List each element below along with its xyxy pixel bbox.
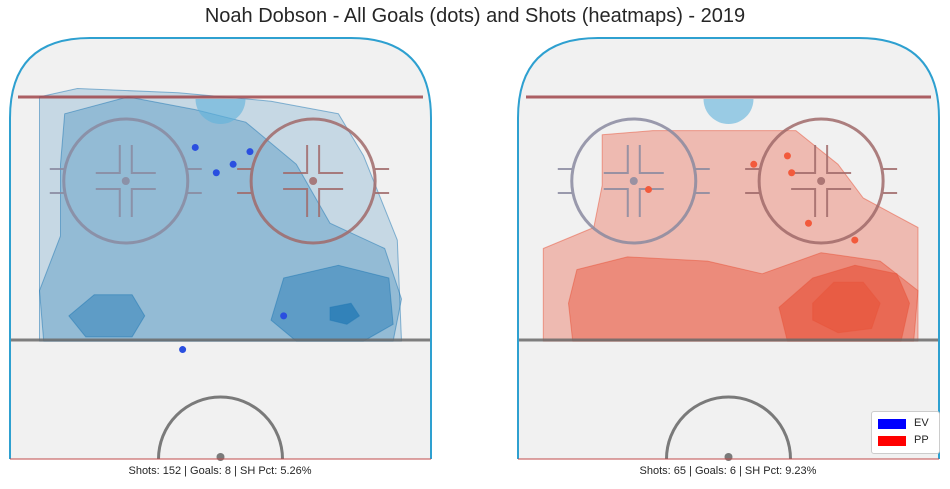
faceoff-hash: [638, 145, 664, 174]
faceoff-hash: [130, 188, 156, 217]
goal-crease: [703, 99, 754, 124]
faceoff-hash: [318, 188, 344, 217]
goal-dot: [246, 148, 254, 156]
faceoff-hash: [638, 188, 664, 217]
shot-contour-level-4: [329, 302, 360, 325]
pp-caption: Shots: 65 | Goals: 6 | SH Pct: 9.23%: [639, 465, 817, 477]
goal-dot: [804, 219, 812, 227]
faceoff-dot: [629, 177, 638, 185]
faceoff-circle: [570, 117, 698, 245]
faceoff-hash: [95, 188, 121, 217]
faceoff-hash: [95, 145, 121, 174]
goal-dot: [179, 346, 187, 354]
faceoff-hash: [283, 145, 309, 174]
goal-dot: [788, 169, 796, 177]
legend-swatch-ev: [878, 419, 906, 429]
goal-dot: [229, 160, 237, 168]
legend-swatch-pp: [878, 436, 906, 446]
faceoff-circle: [249, 117, 377, 245]
center-circle: [665, 395, 792, 460]
center-dot: [216, 453, 225, 461]
faceoff-dot: [121, 177, 130, 185]
shot-contour-level-3: [68, 294, 146, 338]
goal-dot: [851, 236, 859, 244]
legend: EV PP: [871, 411, 940, 454]
ev-caption: Shots: 152 | Goals: 8 | SH Pct: 5.26%: [128, 465, 312, 477]
rink-panel-ev: [9, 37, 432, 461]
rink-boards: [9, 37, 432, 459]
goal-dot: [212, 169, 220, 177]
faceoff-hash: [283, 188, 309, 217]
goal-dot: [783, 152, 791, 160]
legend-label-pp: PP: [914, 434, 929, 446]
faceoff-hash: [791, 188, 817, 217]
faceoff-hash: [318, 145, 344, 174]
faceoff-hash: [130, 145, 156, 174]
rink-ice: [518, 38, 939, 459]
faceoff-hash: [791, 145, 817, 174]
center-circle: [157, 395, 284, 460]
faceoff-circle: [62, 117, 190, 245]
faceoff-hash: [826, 145, 852, 174]
rink-panel-pp: [517, 37, 940, 461]
faceoff-circle: [757, 117, 885, 245]
faceoff-dot: [309, 177, 318, 185]
shot-contour-level-4: [812, 281, 881, 334]
goal-dot: [191, 143, 199, 151]
shot-contour-level-3: [270, 264, 394, 342]
goal-dot: [280, 312, 288, 320]
goal-dot: [645, 186, 653, 194]
goal-crease: [195, 99, 246, 124]
faceoff-hash: [603, 188, 629, 217]
shot-heatmap: [39, 88, 402, 342]
faceoff-hash: [826, 188, 852, 217]
rink-ice: [10, 38, 431, 459]
faceoff-dot: [817, 177, 826, 185]
center-dot: [724, 453, 733, 461]
faceoff-hash: [603, 145, 629, 174]
goal-dot: [750, 160, 758, 168]
chart-title: Noah Dobson - All Goals (dots) and Shots…: [204, 5, 746, 27]
rink-boards: [517, 37, 940, 459]
legend-label-ev: EV: [914, 417, 929, 429]
